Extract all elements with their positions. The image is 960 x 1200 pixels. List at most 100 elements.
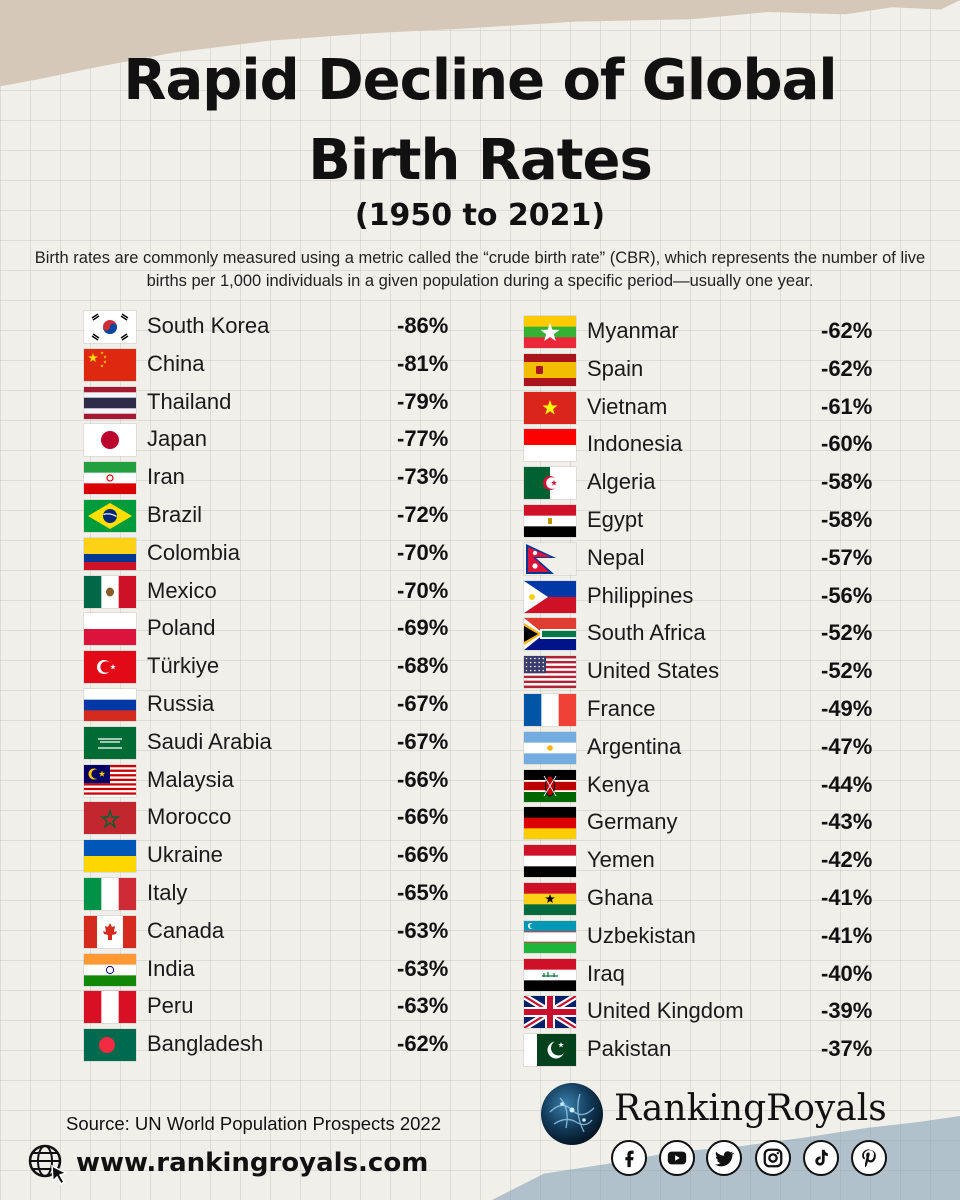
country-name: Colombia [147,539,240,565]
birth-rate-change: -42% [821,847,873,873]
birth-rate-change: -62% [821,355,873,381]
country-row: Spain -62% [524,350,924,388]
myanmar-flag-icon [524,316,576,349]
country-row: Mexico -70% [84,572,484,610]
twitter-icon[interactable] [706,1140,742,1176]
country-name: Canada [147,917,225,943]
country-name: Poland [147,615,216,641]
birth-rate-change: -79% [397,388,449,414]
youtube-icon[interactable] [659,1140,695,1176]
country-row: Myanmar -62% [524,312,924,350]
country-name: Nepal [587,544,645,570]
uzbekistan-flag-icon [524,920,576,953]
ghana-flag-icon [524,882,576,916]
brand-logo-icon [541,1083,603,1145]
peru-flag-icon [84,991,137,1024]
country-row: Algeria -58% [524,463,924,501]
birth-rate-change: -63% [397,993,449,1019]
birth-rate-change: -67% [397,690,449,716]
country-name: France [587,695,656,721]
birth-rate-change: -66% [397,804,449,830]
birth-rate-change: -81% [397,350,449,376]
country-row: United States -52% [524,652,924,690]
philippines-flag-icon [524,580,576,613]
united-states-flag-icon [524,656,576,689]
birth-rate-change: -68% [397,653,449,679]
country-row: Canada -63% [84,912,484,950]
country-row: South Korea -86% [84,307,484,345]
birth-rate-change: -70% [397,539,449,565]
country-row: China -81% [84,345,484,383]
facebook-icon[interactable] [611,1140,647,1176]
morocco-flag-icon [84,802,136,835]
pinterest-icon[interactable] [851,1140,887,1176]
birth-rate-change: -67% [397,728,449,754]
country-name: Malaysia [147,766,234,792]
country-row: Ghana -41% [524,879,924,917]
birth-rate-change: -66% [397,766,449,792]
country-row: Germany -43% [524,803,924,841]
country-row: Japan -77% [84,420,484,458]
spain-flag-icon [524,353,576,386]
birth-rate-change: -44% [821,771,873,797]
country-name: Pakistan [587,1036,672,1062]
country-row: South Africa -52% [524,614,924,652]
country-name: Brazil [147,501,203,527]
country-row: Russia -67% [84,685,484,723]
country-name: Peru [147,993,194,1019]
germany-flag-icon [524,807,576,840]
south-korea-flag-icon [84,311,136,343]
country-row: Thailand -79% [84,383,484,421]
instagram-icon[interactable] [755,1140,791,1176]
country-name: Myanmar [587,318,679,343]
iraq-flag-icon [524,958,576,991]
country-name: Uzbekistan [587,922,696,948]
country-row: Poland -69% [84,609,484,647]
birth-rate-change: -56% [821,582,873,608]
globe-cursor-icon [28,1144,68,1186]
country-name: Saudi Arabia [147,728,272,754]
country-row: Vietnam -61% [524,388,924,426]
country-row: Egypt -58% [524,501,924,539]
united-kingdom-flag-icon [522,993,578,1032]
birth-rate-change: -72% [397,501,449,527]
south-africa-flag-icon [524,618,576,651]
website-link[interactable]: www.rankingroyals.com [76,1148,429,1178]
japan-flag-icon [84,424,136,457]
country-list-left: South Korea -86% China -81% Thailand -79% Japa… [84,307,484,1063]
brazil-flag-icon [84,499,136,532]
india-flag-icon [84,953,136,986]
page-title-line-1: Rapid Decline of Global [123,48,837,113]
birth-rate-change: -77% [397,426,449,452]
country-row: Peru -63% [84,987,484,1025]
egypt-flag-icon [524,504,576,538]
tiktok-icon[interactable] [803,1140,839,1176]
country-name: Ghana [587,884,654,910]
country-name: Germany [587,809,678,835]
country-name: Morocco [147,804,232,830]
page-subtitle: (1950 to 2021) [354,198,606,233]
country-row: Philippines -56% [524,577,924,615]
brand-name: RankingRoyals [614,1088,887,1129]
birth-rate-change: -58% [821,469,873,495]
country-row: France -49% [524,690,924,728]
birth-rate-change: -73% [397,464,449,490]
country-name: India [147,955,195,981]
birth-rate-change: -49% [821,695,873,721]
country-row: Uzbekistan -41% [524,917,924,955]
country-row: India -63% [84,950,484,988]
country-name: United Kingdom [587,998,744,1024]
country-row: Nepal -57% [524,539,924,577]
saudi-arabia-flag-icon [84,726,136,759]
country-row: Pakistan -37% [524,1030,924,1068]
birth-rate-change: -63% [397,955,449,981]
iran-flag-icon [84,462,136,495]
country-name: Argentina [587,733,682,759]
country-row: Indonesia -60% [524,425,924,463]
country-list-right: Myanmar -62% Spain -62% Vietnam -61% Indonesia… [522,312,924,1068]
country-row: Italy -65% [84,874,484,912]
bangladesh-flag-icon [84,1029,136,1062]
birth-rate-change: -47% [821,733,873,759]
country-name: South Africa [587,620,706,646]
birth-rate-change: -62% [397,1031,449,1057]
